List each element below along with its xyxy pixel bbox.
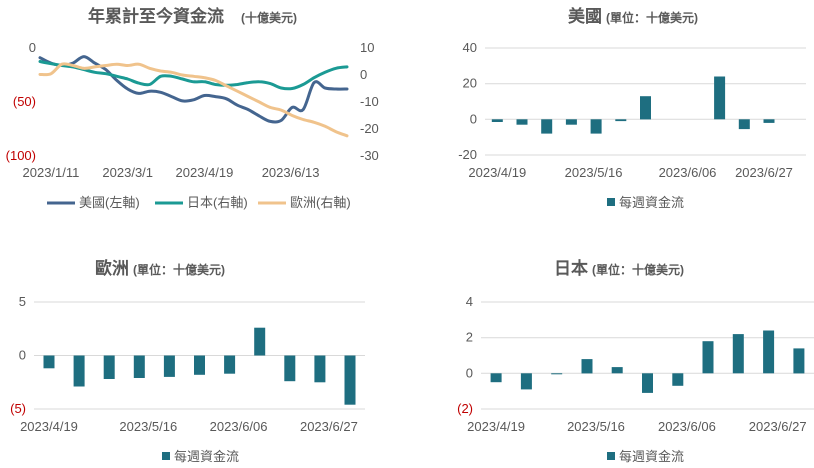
bar: [516, 119, 528, 125]
series-line: [38, 60, 349, 91]
x-tick-label: 2023/5/16: [565, 165, 623, 180]
x-tick-label: 2023/6/27: [300, 419, 358, 434]
y-tick-label: 0: [470, 111, 477, 126]
chart-subtitle: (單位：十億美元): [592, 262, 684, 277]
y-tick-label: 0: [466, 365, 473, 380]
x-tick-label: 2023/6/06: [210, 419, 268, 434]
y-tick-label: 40: [463, 40, 477, 55]
chart-title: 歐洲: [95, 258, 129, 278]
bar: [714, 76, 726, 120]
x-tick-label: 2023/6/27: [735, 165, 793, 180]
bar: [541, 119, 553, 134]
x-tick-label: 2023/4/19: [468, 165, 526, 180]
legend-swatch: [607, 198, 615, 206]
y-left-tick-label: 0: [29, 40, 36, 55]
y-right-tick-label: -10: [360, 94, 379, 109]
y-right-tick-label: -20: [360, 121, 379, 136]
y-tick-label: 0: [19, 348, 26, 363]
legend-label: 每週資金流: [619, 449, 684, 464]
legend-label: 歐洲(右軸): [290, 195, 351, 210]
bar: [551, 373, 563, 375]
y-tick-label: (2): [457, 401, 473, 416]
bar: [314, 355, 326, 383]
ytd-flow-chart: 年累計至今資金流 (十億美元) 0(50)(100) 100-10-20-30 …: [6, 6, 379, 210]
legend-swatch: [607, 452, 615, 460]
y-tick-label: 4: [466, 294, 473, 309]
chart-subtitle: (單位：十億美元): [606, 10, 698, 25]
bar: [103, 355, 115, 379]
x-tick-label: 2023/3/1: [102, 165, 153, 180]
bar: [344, 355, 356, 405]
legend-label: 每週資金流: [619, 195, 684, 210]
bar: [163, 355, 175, 377]
x-tick-label: 2023/6/27: [749, 419, 807, 434]
japan-weekly-flow-chart: 日本 (單位：十億美元) 4 2 0 (2) 2023/4/19 2023/5/16 202…: [457, 258, 814, 464]
y-right-tick-label: -30: [360, 148, 379, 163]
bar: [73, 355, 85, 387]
y-tick-label: -20: [458, 147, 477, 162]
x-tick-label: 2023/4/19: [20, 419, 78, 434]
bar: [133, 355, 145, 378]
y-left-tick-label: (100): [6, 148, 36, 163]
bar: [43, 355, 55, 369]
chart-title: 美國: [568, 6, 602, 26]
bar: [732, 334, 744, 374]
chart-subtitle: (十億美元): [241, 10, 297, 25]
y-right-tick-label: 0: [360, 67, 367, 82]
series-line: [38, 62, 349, 138]
legend-swatch: [162, 452, 170, 460]
y-tick-label: 20: [463, 76, 477, 91]
y-left-tick-label: (50): [13, 94, 36, 109]
y-tick-label: (5): [10, 401, 26, 416]
x-tick-label: 2023/1/11: [23, 165, 80, 180]
bar: [224, 355, 236, 374]
x-tick-label: 2023/6/13: [262, 165, 320, 180]
chart-title: 年累計至今資金流: [88, 6, 224, 26]
legend-label: 美國(左軸): [79, 195, 140, 210]
bar: [763, 330, 775, 374]
x-tick-label: 2023/4/19: [176, 165, 234, 180]
bar: [642, 373, 653, 393]
bar: [581, 359, 593, 374]
bar: [640, 96, 651, 120]
bar: [763, 119, 775, 123]
chart-title: 日本: [554, 258, 588, 278]
bar: [615, 119, 627, 122]
bar: [702, 341, 714, 374]
x-tick-label: 2023/4/19: [467, 419, 525, 434]
bar: [254, 327, 266, 356]
legend-label: 日本(右軸): [187, 195, 248, 210]
bar: [565, 119, 577, 125]
bar: [672, 373, 684, 386]
bar: [590, 119, 602, 134]
x-tick-label: 2023/6/06: [658, 419, 716, 434]
bar: [490, 373, 502, 383]
us-weekly-flow-chart: 美國 (單位：十億美元) 40 20 0 -20 2023/4/19 2023/5/16 2…: [458, 6, 806, 210]
europe-weekly-flow-chart: 歐洲 (單位：十億美元) 5 0 (5) 2023/4/19 2023/5/16 2023…: [10, 258, 365, 464]
bar: [738, 119, 750, 130]
x-tick-label: 2023/5/16: [119, 419, 177, 434]
chart-subtitle: (單位：十億美元): [133, 262, 225, 277]
legend-label: 每週資金流: [174, 449, 239, 464]
bar: [284, 355, 296, 382]
y-tick-label: 5: [19, 294, 26, 309]
x-tick-label: 2023/6/06: [659, 165, 717, 180]
x-tick-label: 2023/5/16: [567, 419, 625, 434]
bar: [611, 367, 623, 374]
y-right-tick-label: 10: [360, 40, 374, 55]
bar: [194, 355, 205, 375]
y-tick-label: 2: [466, 330, 473, 345]
bar: [793, 348, 805, 374]
bar: [491, 119, 503, 122]
series-line: [38, 55, 349, 124]
bar: [520, 373, 532, 390]
